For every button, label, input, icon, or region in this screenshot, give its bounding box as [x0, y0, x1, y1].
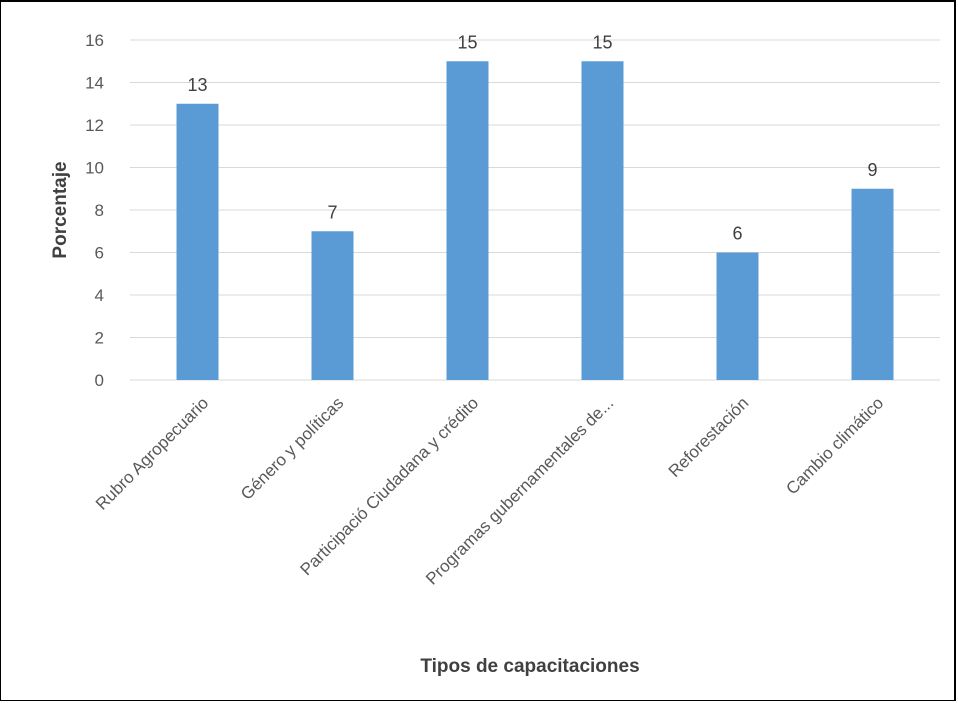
bar [311, 231, 354, 380]
y-tick-label: 6 [95, 244, 104, 263]
data-label: 15 [592, 32, 612, 52]
category-label: Reforestación [665, 393, 753, 481]
y-tick-label: 0 [95, 371, 104, 390]
y-tick-label: 10 [85, 159, 104, 178]
bars [176, 61, 894, 380]
category-label: Rubro Agropecuario [92, 393, 212, 513]
y-tick-label: 16 [85, 31, 104, 50]
data-label: 13 [187, 75, 207, 95]
data-label: 7 [327, 202, 337, 222]
y-tick-label: 12 [85, 116, 104, 135]
bar [176, 103, 219, 380]
bar [446, 61, 489, 380]
y-tick-label: 2 [95, 329, 104, 348]
data-label: 6 [732, 224, 742, 244]
bar [716, 252, 759, 380]
y-axis-title: Porcentaje [50, 161, 71, 258]
bar [581, 61, 624, 380]
data-labels: 13 7 15 15 6 9 [187, 32, 877, 243]
y-tick-label: 4 [95, 286, 104, 305]
category-labels: Rubro Agropecuario Género y políticasPart… [92, 393, 887, 588]
y-tick-label: 8 [95, 201, 104, 220]
category-label: Género y políticas [237, 393, 347, 503]
bar [851, 188, 894, 380]
data-label: 9 [867, 160, 877, 180]
category-label: Cambio climático [782, 393, 887, 498]
gridlines [130, 39, 940, 381]
y-tick-labels: 0 2 4 6 8 10 12 14 16 [85, 31, 104, 390]
x-axis-title: Tipos de capacitaciones [420, 656, 639, 677]
data-label: 15 [457, 32, 477, 52]
y-tick-label: 14 [85, 74, 104, 93]
